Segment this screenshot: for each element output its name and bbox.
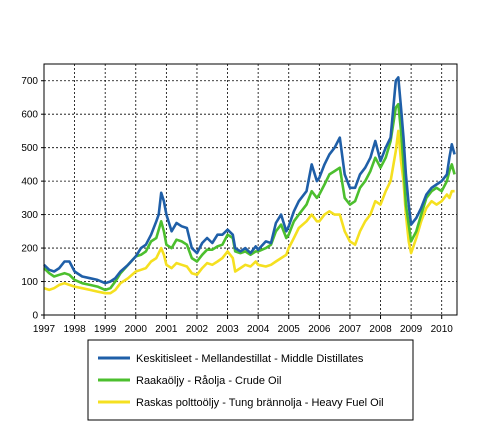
x-tick-label: 2004: [247, 324, 270, 335]
series-line-3: [43, 129, 455, 295]
series-lines: [43, 76, 456, 295]
x-tick-label: 2002: [186, 324, 209, 335]
x-tick-label: 2007: [339, 324, 362, 335]
y-tick-label: 100: [21, 277, 38, 288]
y-tick-label: 300: [21, 210, 38, 221]
series-line-1: [43, 76, 456, 285]
y-tick-label: 0: [32, 311, 38, 322]
x-tick-label: 2001: [155, 324, 178, 335]
x-tick-label: 2008: [369, 324, 392, 335]
gridlines: [44, 64, 457, 315]
x-tick-label: 2006: [308, 324, 331, 335]
x-tick-label: 2000: [125, 324, 148, 335]
y-tick-label: 600: [21, 110, 38, 121]
series-line-2: [43, 102, 456, 292]
x-tick-label: 1997: [33, 324, 56, 335]
legend-label: Raakaöljy - Råolja - Crude Oil: [136, 375, 282, 387]
y-tick-label: 200: [21, 244, 38, 255]
y-axis-ticks: 0 100 200 300 400 500 600 700: [21, 76, 44, 322]
y-tick-label: 400: [21, 177, 38, 188]
legend-label: Raskas polttoöljy - Tung brännolja - Hea…: [136, 397, 384, 409]
x-tick-label: 2010: [431, 324, 454, 335]
legend: Keskitisleet - Mellandestillat - Middle …: [87, 339, 414, 421]
x-tick-label: 2009: [400, 324, 423, 335]
legend-label: Keskitisleet - Mellandestillat - Middle …: [136, 353, 364, 365]
x-tick-label: 1999: [94, 324, 117, 335]
x-tick-label: 2005: [278, 324, 301, 335]
legend-box: [87, 339, 414, 421]
x-tick-label: 2003: [216, 324, 239, 335]
y-tick-label: 700: [21, 76, 38, 87]
x-tick-label: 1998: [63, 324, 86, 335]
plot-area-frame: [43, 63, 458, 316]
x-axis-ticks: 1997 1998 1999 2000 2001 2002 2003 2004 2005 2006…: [33, 315, 453, 335]
y-tick-label: 500: [21, 143, 38, 154]
